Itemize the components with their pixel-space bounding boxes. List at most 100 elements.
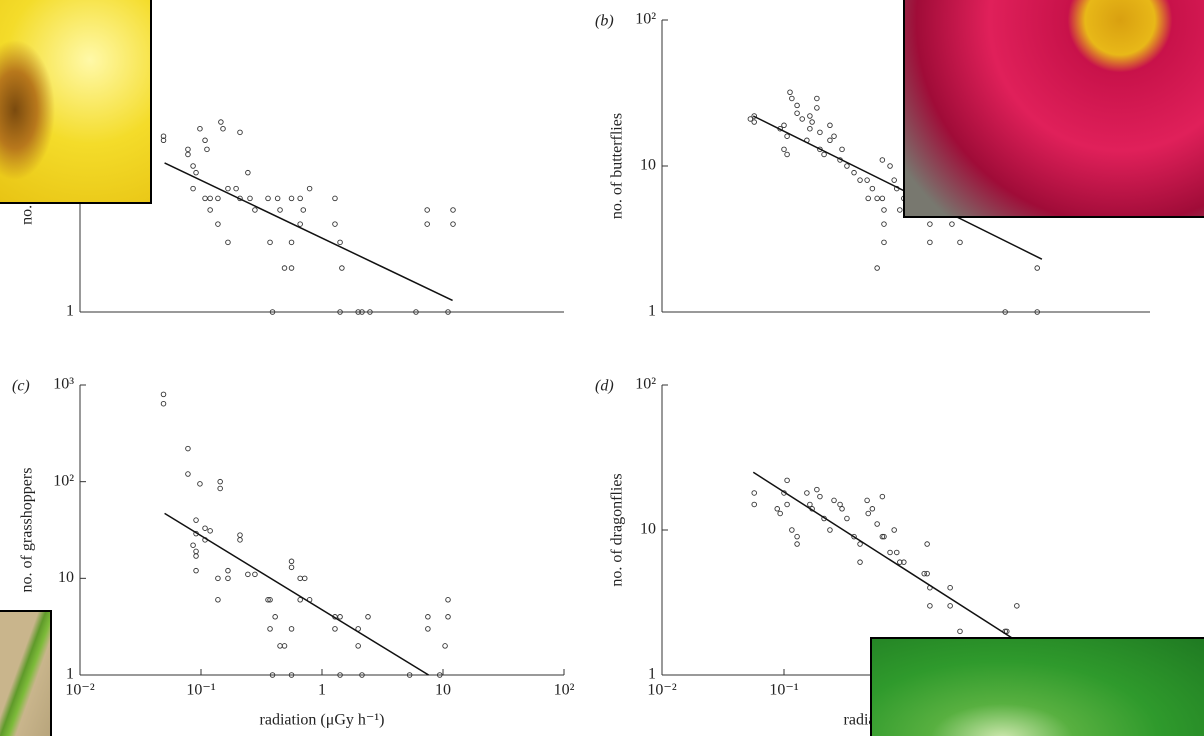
panel-label: (d): [595, 378, 614, 395]
data-point: [869, 185, 876, 192]
data-point: [424, 221, 430, 227]
data-point: [190, 185, 196, 192]
x-tick-label: 10⁻¹: [186, 682, 215, 699]
data-point: [365, 614, 371, 620]
data-point: [1034, 265, 1040, 271]
data-point: [879, 493, 886, 500]
data-point: [204, 146, 210, 153]
data-point: [894, 549, 900, 556]
y-tick-label: 1: [66, 666, 74, 683]
data-point: [809, 119, 815, 125]
data-point: [233, 185, 239, 192]
data-point: [927, 603, 933, 609]
data-point: [831, 497, 837, 504]
data-point: [874, 265, 880, 271]
data-point: [160, 400, 167, 407]
data-point: [225, 239, 231, 246]
data-point: [247, 195, 253, 202]
data-point: [355, 309, 361, 315]
data-point: [288, 564, 295, 571]
data-point: [337, 239, 343, 246]
data-point: [185, 445, 191, 452]
data-point: [794, 102, 800, 109]
data-point: [160, 137, 167, 144]
data-point: [879, 195, 886, 202]
data-point: [891, 527, 897, 533]
data-point: [425, 626, 431, 632]
y-tick-label: 10²: [53, 472, 74, 489]
data-point: [306, 185, 313, 192]
data-point: [185, 146, 191, 153]
data-point: [337, 672, 343, 678]
y-axis-label: no. of dragonflies: [609, 473, 626, 586]
data-point: [297, 575, 303, 582]
data-point: [881, 207, 887, 213]
data-point: [185, 151, 191, 158]
data-point: [927, 239, 933, 246]
photo-grasshopper: [0, 610, 52, 736]
x-tick-label: 10²: [554, 682, 575, 699]
data-point: [817, 129, 823, 136]
data-point: [207, 528, 213, 534]
data-point: [297, 195, 303, 202]
data-point: [865, 195, 871, 202]
y-tick-label: 10²: [635, 11, 656, 28]
data-point: [874, 521, 880, 527]
data-point: [245, 571, 251, 578]
data-point: [450, 221, 456, 227]
data-point: [869, 506, 876, 512]
data-point: [851, 533, 857, 540]
data-point: [245, 169, 251, 176]
data-point: [897, 559, 903, 565]
data-point: [277, 207, 283, 213]
data-point: [924, 570, 930, 577]
data-point: [1034, 309, 1040, 315]
fit-line: [164, 162, 453, 302]
data-point: [949, 221, 955, 227]
panel-label: (b): [595, 13, 614, 30]
x-tick-label: 10⁻²: [647, 682, 676, 699]
data-point: [781, 122, 787, 129]
data-point: [269, 672, 276, 678]
data-point: [193, 517, 199, 523]
data-point: [817, 493, 823, 500]
photo-flower: [903, 0, 1204, 218]
data-point: [252, 571, 258, 578]
data-point: [337, 614, 343, 620]
fit-line: [164, 512, 429, 676]
data-point: [332, 221, 338, 227]
data-point: [881, 533, 887, 540]
data-point: [789, 527, 795, 533]
data-point: [288, 672, 295, 678]
data-point: [190, 542, 196, 548]
data-point: [844, 515, 850, 522]
x-tick-label: 10: [435, 682, 451, 699]
data-point: [218, 119, 224, 125]
data-point: [197, 125, 203, 132]
data-point: [281, 643, 288, 649]
data-point: [202, 195, 208, 202]
data-point: [817, 146, 823, 153]
data-point: [272, 614, 278, 620]
data-point: [887, 163, 893, 169]
data-point: [217, 485, 223, 492]
data-point: [190, 163, 196, 169]
data-point: [827, 137, 833, 144]
data-point: [874, 195, 880, 202]
data-point: [784, 477, 790, 484]
x-axis-label: radiation (μGy h⁻¹): [260, 712, 385, 729]
y-tick-label: 10: [640, 157, 656, 174]
y-tick-label: 10³: [53, 376, 74, 393]
data-point: [787, 89, 793, 95]
fit-line: [752, 115, 1043, 260]
data-point: [799, 116, 805, 122]
data-point: [297, 597, 303, 603]
data-point: [288, 195, 295, 202]
data-point: [237, 537, 243, 543]
data-point: [225, 575, 231, 582]
data-point: [193, 553, 199, 559]
data-point: [807, 113, 813, 119]
data-point: [424, 207, 430, 213]
data-point: [865, 510, 871, 517]
data-point: [1014, 603, 1020, 609]
